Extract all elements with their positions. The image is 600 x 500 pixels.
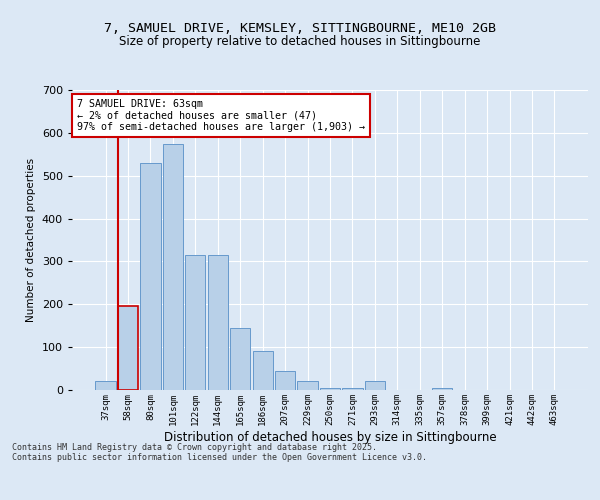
Text: Size of property relative to detached houses in Sittingbourne: Size of property relative to detached ho…	[119, 35, 481, 48]
Text: 7, SAMUEL DRIVE, KEMSLEY, SITTINGBOURNE, ME10 2GB: 7, SAMUEL DRIVE, KEMSLEY, SITTINGBOURNE,…	[104, 22, 496, 36]
Bar	[365, 382, 385, 390]
Bar	[298, 382, 317, 390]
Bar	[140, 163, 161, 390]
Bar	[185, 255, 205, 390]
Bar	[320, 388, 340, 390]
X-axis label: Distribution of detached houses by size in Sittingbourne: Distribution of detached houses by size …	[164, 430, 496, 444]
Bar	[432, 388, 452, 390]
Y-axis label: Number of detached properties: Number of detached properties	[26, 158, 36, 322]
Bar	[163, 144, 183, 390]
Bar	[253, 352, 273, 390]
Text: Contains HM Land Registry data © Crown copyright and database right 2025.
Contai: Contains HM Land Registry data © Crown c…	[12, 442, 427, 462]
Bar	[95, 382, 116, 390]
Bar	[118, 306, 138, 390]
Bar	[230, 328, 250, 390]
Bar	[208, 255, 228, 390]
Bar	[275, 370, 295, 390]
Bar	[343, 388, 362, 390]
Text: 7 SAMUEL DRIVE: 63sqm
← 2% of detached houses are smaller (47)
97% of semi-detac: 7 SAMUEL DRIVE: 63sqm ← 2% of detached h…	[77, 99, 365, 132]
